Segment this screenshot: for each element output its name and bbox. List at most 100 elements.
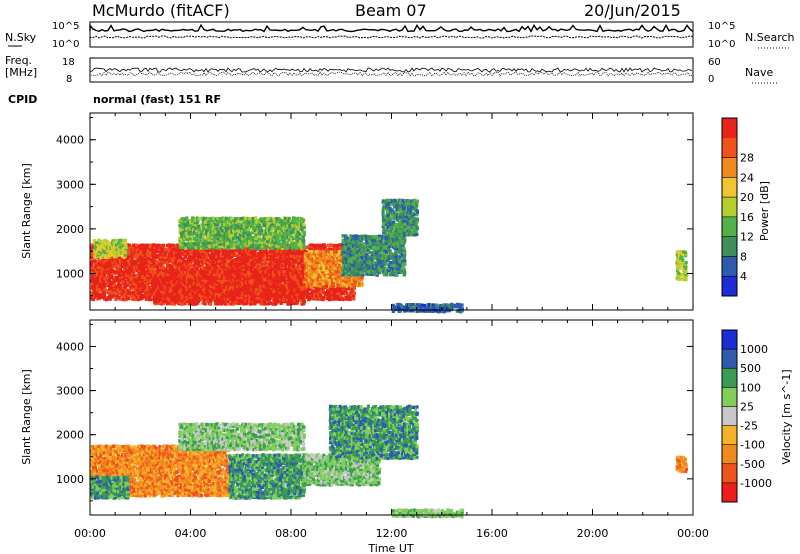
- heatmap-cell: [142, 267, 146, 271]
- heatmap-cell: [110, 269, 114, 273]
- heatmap-cell: [183, 267, 187, 272]
- heatmap-cell: [134, 277, 139, 281]
- heatmap-cell: [98, 249, 102, 253]
- heatmap-cell: [228, 274, 232, 279]
- heatmap-cell: [122, 276, 126, 281]
- heatmap-cell: [218, 272, 222, 276]
- heatmap-cell: [273, 298, 277, 302]
- heatmap-cell: [296, 272, 300, 277]
- heatmap-cell: [286, 290, 290, 294]
- heatmap-cell: [144, 243, 148, 248]
- heatmap-cell: [300, 265, 304, 270]
- heatmap-cell: [115, 285, 119, 289]
- heatmap-cell: [250, 279, 254, 284]
- heatmap-cell: [178, 267, 182, 272]
- heatmap-cell: [92, 248, 96, 253]
- heatmap-cell: [304, 295, 308, 300]
- heatmap-cell: [201, 278, 205, 282]
- heatmap-cell: [175, 255, 179, 260]
- heatmap-cell: [201, 276, 205, 280]
- heatmap-cell: [181, 302, 185, 306]
- heatmap-cell: [257, 274, 261, 279]
- heatmap-cell: [234, 262, 238, 266]
- heatmap-cell: [94, 291, 98, 295]
- heatmap-cell: [151, 285, 155, 289]
- heatmap-cell: [165, 276, 169, 280]
- heatmap-cell: [180, 296, 184, 300]
- heatmap-cell: [301, 298, 306, 302]
- heatmap-cell: [129, 268, 133, 272]
- heatmap-cell: [108, 295, 112, 299]
- heatmap-cell: [230, 282, 234, 286]
- heatmap-cell: [149, 293, 153, 297]
- heatmap-cell: [101, 264, 105, 268]
- heatmap-cell: [178, 282, 182, 286]
- heatmap-cell: [153, 259, 157, 263]
- heatmap-cell: [156, 299, 160, 304]
- heatmap-cell: [221, 270, 225, 275]
- heatmap-cell: [268, 270, 272, 274]
- heatmap-cell: [277, 252, 281, 256]
- heatmap-cell: [230, 270, 234, 274]
- heatmap-cell: [257, 299, 261, 304]
- heatmap-cell: [162, 287, 166, 292]
- heatmap-cell: [121, 257, 125, 261]
- heatmap-cell: [154, 284, 159, 288]
- heatmap-cell: [259, 289, 263, 293]
- heatmap-cell: [264, 294, 268, 298]
- heatmap-cell: [287, 274, 291, 278]
- heatmap-cell: [153, 272, 157, 276]
- heatmap-cell: [178, 294, 182, 298]
- heatmap-cell: [232, 300, 236, 304]
- heatmap-cell: [200, 252, 204, 256]
- heatmap-cell: [340, 285, 344, 290]
- heatmap-cell: [322, 257, 326, 262]
- heatmap-cell: [219, 257, 223, 261]
- date-title: 20/Jun/2015: [584, 1, 681, 20]
- heatmap-cell: [176, 272, 180, 277]
- heatmap-cell: [270, 276, 274, 280]
- heatmap-cell: [336, 266, 340, 271]
- heatmap-cell: [219, 253, 223, 257]
- heatmap-cell: [298, 265, 302, 269]
- heatmap-cell: [248, 277, 252, 282]
- heatmap-cell: [223, 263, 227, 267]
- heatmap-cell: [302, 282, 306, 286]
- heatmap-cell: [232, 278, 236, 283]
- heatmap-cell: [97, 257, 101, 262]
- heatmap-cell: [318, 274, 322, 279]
- heatmap-cell: [109, 273, 113, 277]
- heatmap-cell: [112, 289, 116, 293]
- heatmap-cell: [98, 243, 102, 247]
- heatmap-cell: [184, 253, 188, 258]
- heatmap-cell: [234, 294, 238, 298]
- heatmap-cell: [206, 296, 210, 300]
- heatmap-cell: [250, 281, 254, 286]
- heatmap-cell: [171, 292, 175, 296]
- heatmap-cell: [100, 247, 104, 251]
- heatmap-cell: [171, 267, 175, 272]
- heatmap-cell: [273, 283, 277, 288]
- heatmap-cell: [162, 253, 166, 257]
- heatmap-cell: [212, 253, 216, 258]
- heatmap-cell: [158, 301, 162, 305]
- heatmap-cell: [185, 297, 190, 302]
- heatmap-cell: [95, 273, 99, 277]
- heatmap-cell: [101, 267, 105, 271]
- heatmap-cell: [292, 294, 296, 298]
- heatmap-cell: [204, 279, 208, 284]
- heatmap-cell: [266, 253, 270, 257]
- heatmap-cell: [336, 278, 340, 282]
- heatmap-cell: [244, 293, 248, 298]
- heatmap-cell: [239, 261, 243, 266]
- heatmap-cell: [262, 263, 266, 268]
- heatmap-cell: [238, 259, 242, 264]
- heatmap-cell: [123, 264, 127, 268]
- heatmap-cell: [133, 263, 137, 267]
- heatmap-cell: [118, 247, 122, 251]
- heatmap-cell: [196, 280, 201, 285]
- heatmap-cell: [185, 284, 189, 288]
- heatmap-cell: [194, 260, 198, 264]
- heatmap-cell: [214, 270, 218, 274]
- heatmap-cell: [310, 250, 314, 254]
